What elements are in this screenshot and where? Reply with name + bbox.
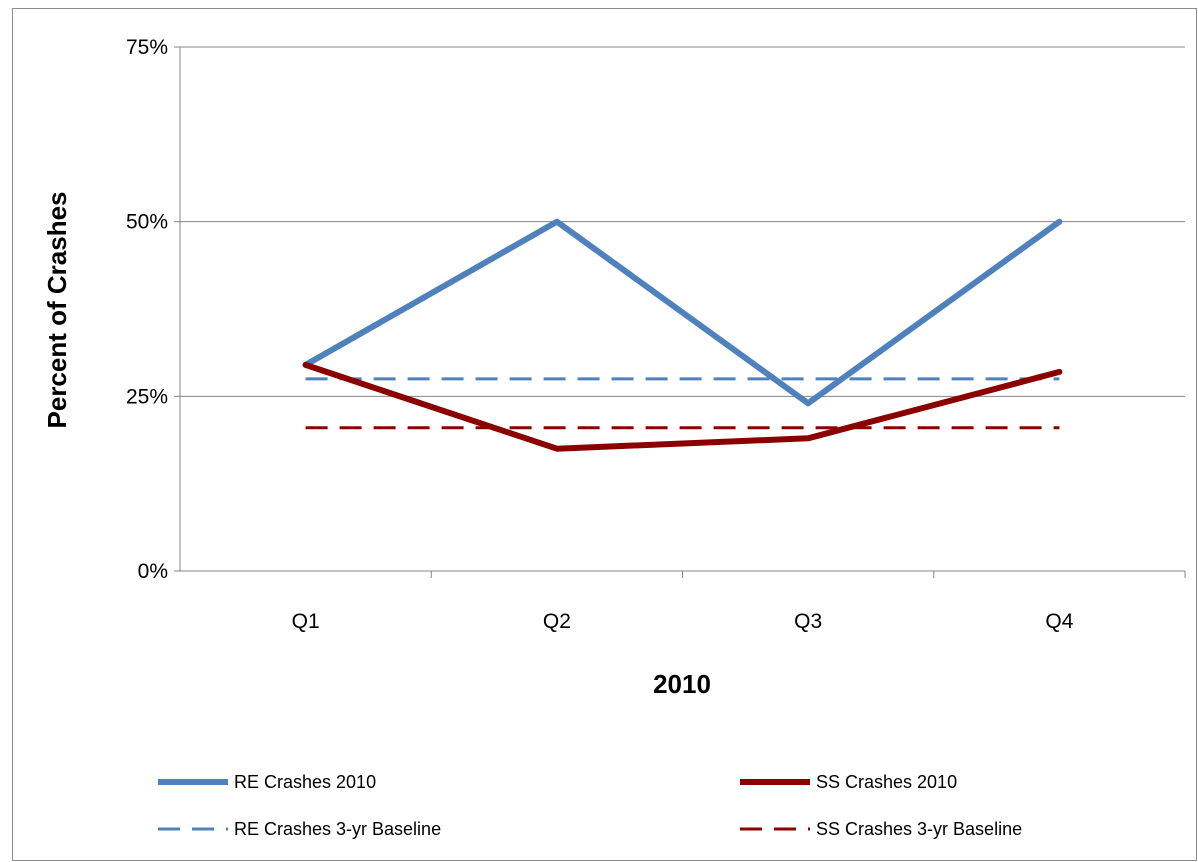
legend: RE Crashes 2010 SS Crashes 2010 RE Crashes… [158, 772, 1022, 839]
legend-label: SS Crashes 3-yr Baseline [816, 819, 1022, 839]
x-tick-label: Q3 [794, 610, 822, 633]
legend-label: SS Crashes 2010 [816, 772, 957, 792]
x-tick-label: Q4 [1045, 610, 1073, 633]
x-tick-label: Q2 [543, 610, 571, 633]
series-lines [302, 218, 1063, 452]
legend-label: RE Crashes 2010 [234, 772, 376, 792]
x-tick-label: Q1 [292, 610, 320, 633]
y-axis-title: Percent of Crashes [42, 192, 72, 429]
y-tick-labels: 0% 25% 50% 75% [126, 36, 168, 583]
y-tick-label: 75% [126, 36, 168, 59]
series-line-re-crashes-2010 [302, 218, 1063, 407]
legend-label: RE Crashes 3-yr Baseline [234, 819, 441, 839]
gridlines [174, 46, 1186, 578]
chart-frame [12, 8, 1197, 861]
y-tick-label: 25% [126, 385, 168, 408]
y-tick-label: 50% [126, 211, 168, 234]
series-line-ss-crashes-2010 [302, 361, 1063, 452]
x-tick-labels: Q1 Q2 Q3 Q4 [292, 610, 1074, 633]
axes [179, 47, 1185, 572]
y-tick-label: 0% [138, 560, 168, 583]
x-axis-title: 2010 [653, 669, 711, 699]
